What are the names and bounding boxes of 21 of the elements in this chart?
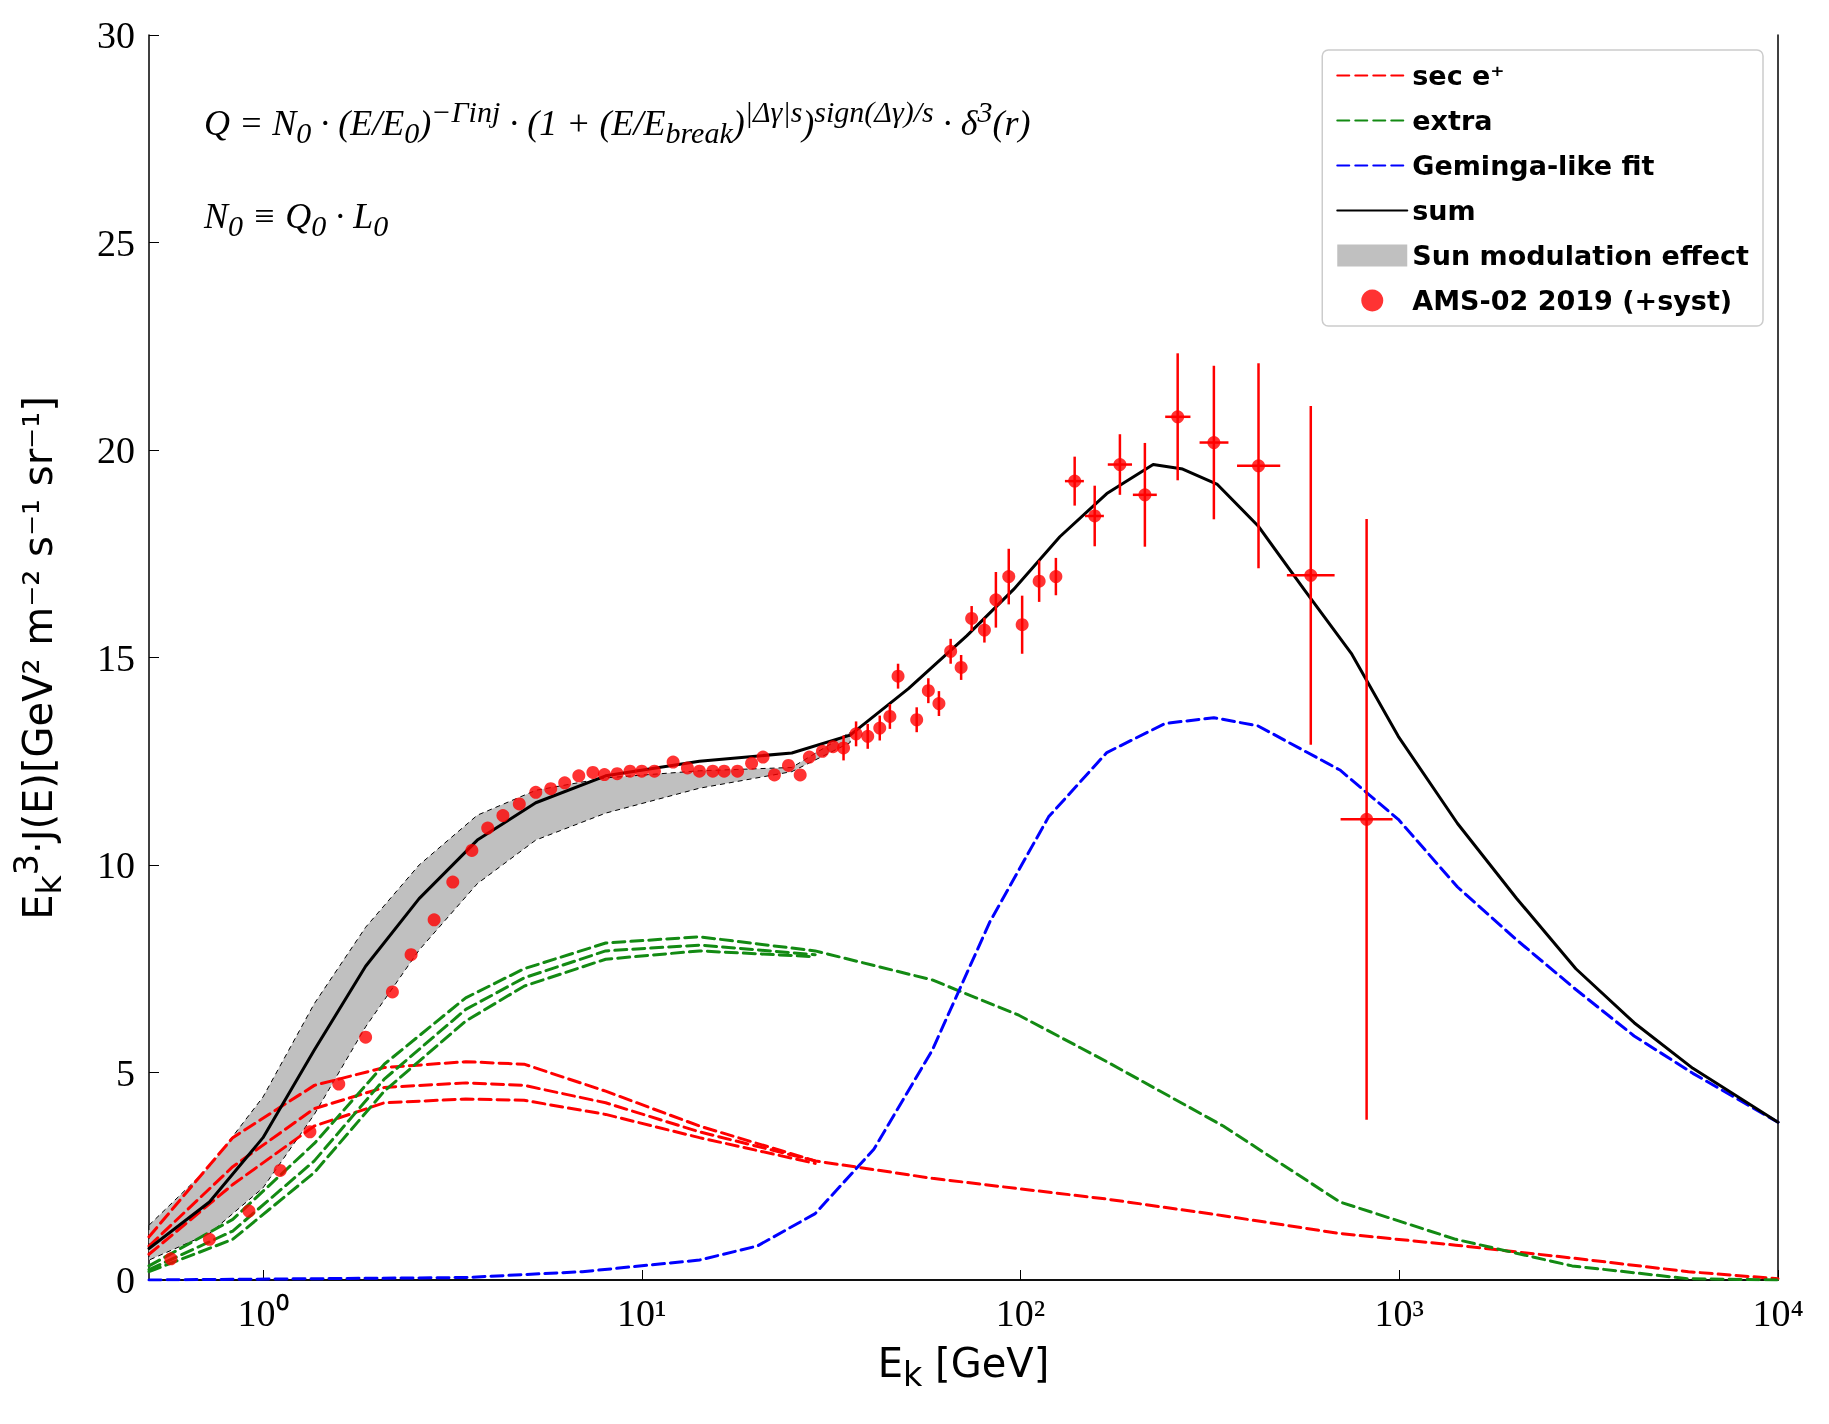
legend-label: Sun modulation effect: [1412, 240, 1750, 271]
x-axis-title: E$_{k}$ [GeV]: [877, 1340, 1050, 1394]
x-tick-label: 10³: [1374, 1292, 1424, 1334]
text: Q = N$_{0}$ · (E/E$_{0}$)$^{−Γinj}$ · (1 + (E/E$_{break}$)$^{|Δγ|s}$)$^{sign(Δγ)/s}$ · δ$^{3}$(r): [204, 95, 1031, 150]
legend-label: Geminga-like fit: [1412, 150, 1655, 181]
x-tick-label: 10¹: [617, 1292, 667, 1334]
y-tick-label: 25: [97, 221, 135, 264]
legend-label: extra: [1412, 105, 1493, 136]
annotation: N$_{0}$ ≡ Q$_{0}$ · L$_{0}$: [204, 195, 389, 244]
y-tick-label: 0: [116, 1259, 135, 1301]
legend-label: AMS-02 2019 (+syst): [1412, 285, 1733, 316]
y-tick-label: 20: [97, 429, 135, 471]
y-tick-label: 5: [116, 1051, 135, 1094]
y-tick-label: 30: [97, 14, 135, 56]
x-tick-label: 10⁴: [1752, 1292, 1804, 1334]
x-tick-label: 10⁰: [237, 1292, 289, 1334]
legend-label: sum: [1412, 195, 1476, 226]
y-tick-label: 10: [97, 844, 135, 886]
x-tick-label: 10²: [995, 1292, 1046, 1334]
y-tick-label: 15: [97, 636, 135, 679]
legend-label: sec e⁺: [1412, 60, 1505, 91]
